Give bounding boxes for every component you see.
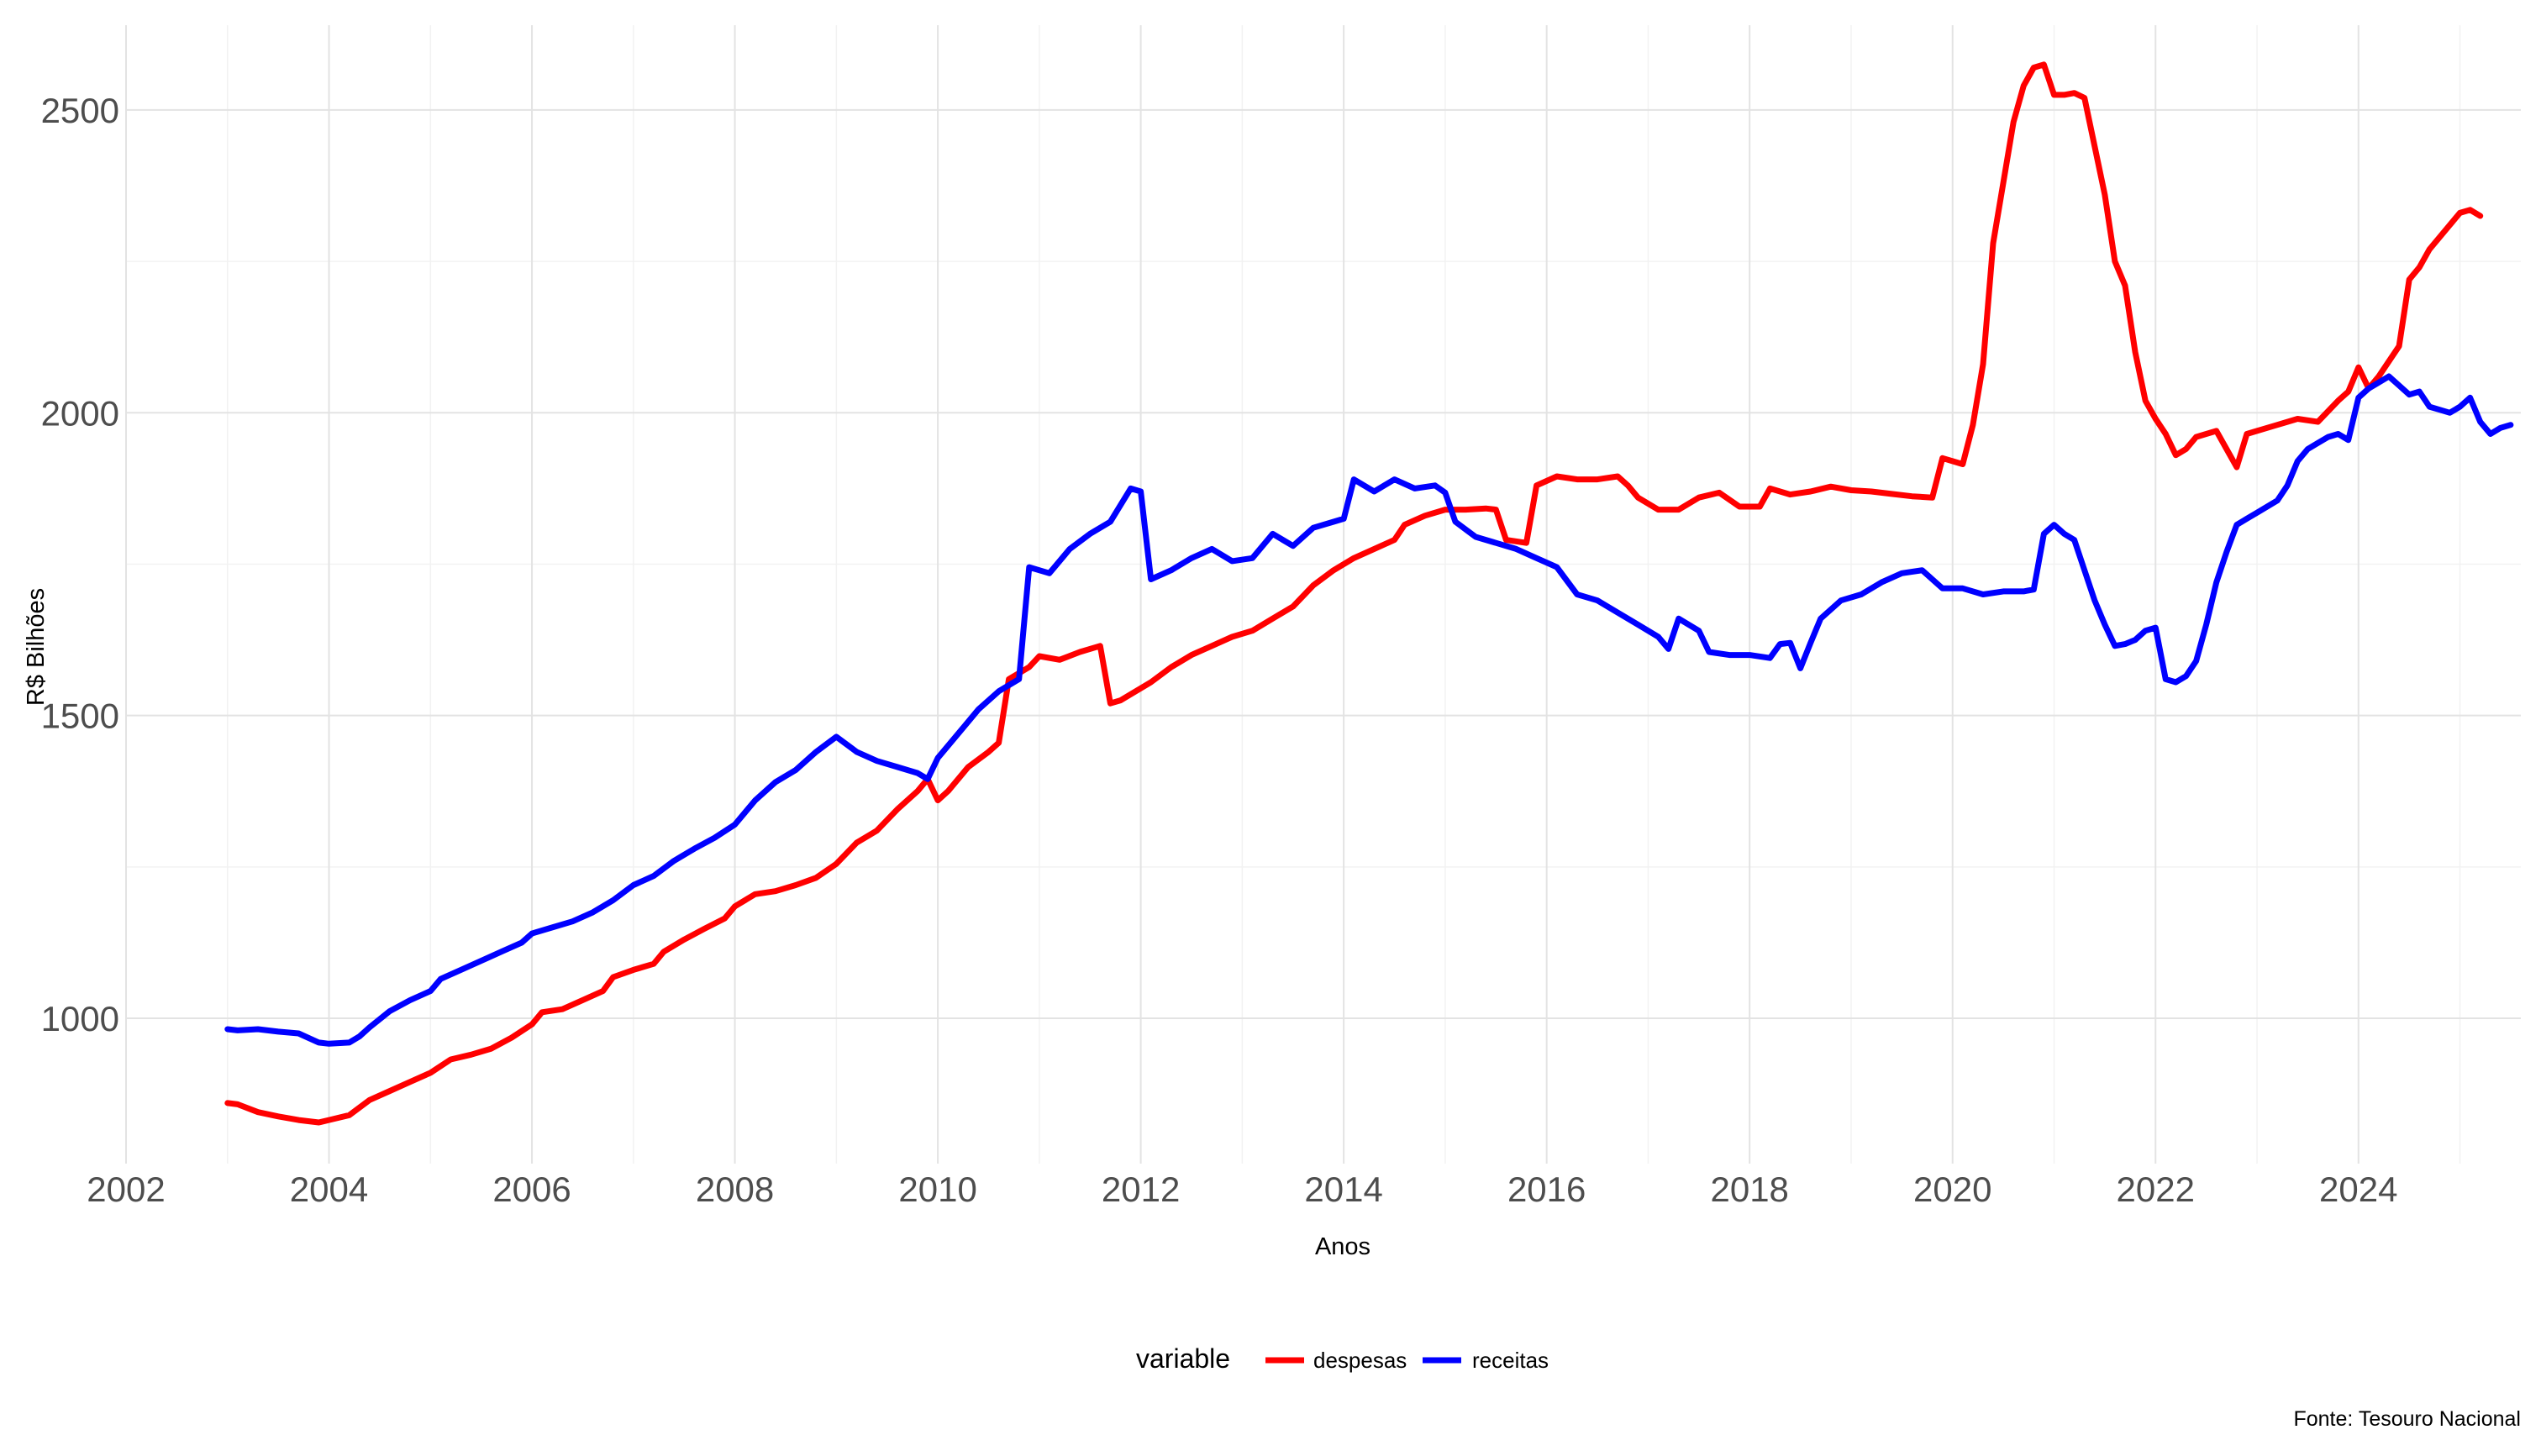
legend-title: variable [1136, 1343, 1230, 1374]
x-tick-label: 2014 [1304, 1170, 1382, 1209]
y-tick-label: 1000 [41, 999, 119, 1038]
x-tick-label: 2004 [290, 1170, 368, 1209]
x-tick-label: 2022 [2117, 1170, 2195, 1209]
x-tick-label: 2008 [696, 1170, 774, 1209]
legend-label-despesas: despesas [1313, 1348, 1407, 1373]
x-tick-label: 2012 [1102, 1170, 1180, 1209]
axis-ticks: 2002 2004 2006 2008 2010 2012 2014 2016 2018 2020… [41, 91, 2398, 1209]
y-axis-label: R$ Bilhões [23, 588, 50, 706]
series-line-despesas [224, 61, 2484, 1126]
x-tick-label: 2006 [492, 1170, 571, 1209]
x-axis-label: Anos [1315, 1233, 1370, 1260]
y-tick-label: 2500 [41, 91, 119, 130]
legend-label-receitas: receitas [1472, 1348, 1549, 1373]
x-tick-label: 2024 [2319, 1170, 2397, 1209]
x-tick-label: 2018 [1710, 1170, 1788, 1209]
caption: Fonte: Tesouro Nacional [2293, 1407, 2521, 1431]
y-tick-label: 1500 [41, 696, 119, 736]
x-tick-label: 2020 [1913, 1170, 1991, 1209]
x-tick-label: 2016 [1507, 1170, 1586, 1209]
series-lines [224, 61, 2514, 1126]
y-tick-label: 2000 [41, 393, 119, 433]
x-tick-label: 2010 [898, 1170, 976, 1209]
legend: variable despesas receitas [1136, 1343, 1549, 1374]
x-tick-label: 2002 [87, 1170, 165, 1209]
series-line-receitas [224, 373, 2514, 1047]
